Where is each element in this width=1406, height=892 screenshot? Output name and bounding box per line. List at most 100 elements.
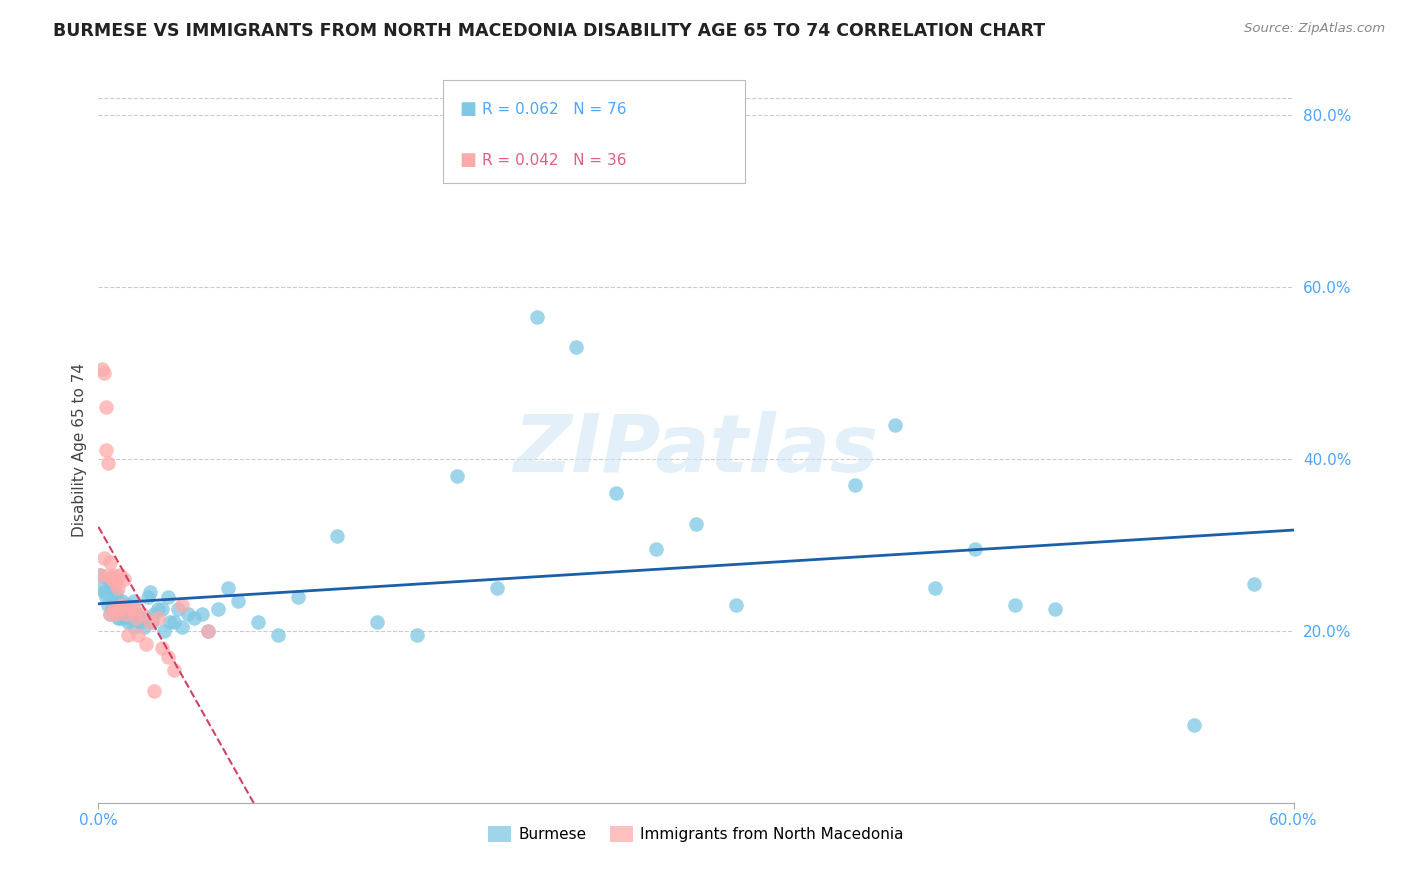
Point (135, 637, 157, 651)
Point (143, 684, 166, 698)
Text: ZIPatlas: ZIPatlas (513, 411, 879, 490)
Point (97, 573, 120, 587)
Point (117, 615, 139, 630)
Point (89, 568, 111, 582)
Point (167, 602, 190, 616)
Point (139, 615, 162, 630)
Point (150, 641, 173, 656)
Point (565, 340, 588, 354)
Point (89, 568, 111, 582)
Point (645, 542, 668, 557)
Point (101, 602, 124, 616)
Point (115, 602, 138, 616)
Point (98, 607, 122, 621)
Point (125, 607, 148, 621)
Point (135, 611, 157, 625)
Point (406, 628, 429, 642)
Point (98, 576, 122, 591)
Text: Source: ZipAtlas.com: Source: ZipAtlas.com (1244, 22, 1385, 36)
Point (163, 615, 186, 630)
Point (115, 607, 138, 621)
Point (111, 594, 134, 608)
Point (1243, 576, 1265, 591)
Point (105, 576, 128, 591)
Point (207, 602, 229, 616)
Point (127, 628, 149, 642)
Point (139, 585, 162, 599)
Point (131, 607, 153, 621)
Point (485, 581, 508, 595)
Point (107, 581, 129, 595)
Text: ■: ■ (460, 100, 477, 118)
Point (131, 611, 153, 625)
Point (117, 598, 139, 612)
Point (107, 594, 129, 608)
Point (191, 607, 214, 621)
Point (963, 542, 986, 557)
Point (124, 620, 146, 634)
Point (120, 602, 142, 616)
Point (105, 602, 128, 616)
Point (105, 607, 128, 621)
Point (105, 585, 128, 599)
Point (366, 615, 388, 630)
Y-axis label: Disability Age 65 to 74: Disability Age 65 to 74 (72, 363, 87, 538)
Point (98, 607, 122, 621)
Point (197, 624, 219, 638)
Point (1004, 598, 1026, 612)
Point (197, 624, 219, 638)
Point (97, 598, 120, 612)
Point (97, 456, 120, 470)
Point (1043, 602, 1066, 616)
Point (143, 607, 166, 621)
Point (120, 607, 142, 621)
Point (107, 611, 129, 625)
Point (124, 594, 146, 608)
Point (267, 628, 290, 642)
Point (110, 598, 132, 612)
Point (605, 486, 627, 500)
Point (121, 611, 143, 625)
Point (172, 598, 194, 612)
Point (148, 602, 170, 616)
Point (924, 581, 946, 595)
Point (112, 611, 135, 625)
Point (326, 529, 349, 543)
Point (159, 615, 181, 630)
Point (157, 649, 180, 664)
Point (93, 585, 115, 599)
Point (110, 611, 132, 625)
Point (96, 401, 118, 415)
Point (172, 620, 194, 634)
Text: R = 0.042   N = 36: R = 0.042 N = 36 (482, 153, 627, 168)
Point (97, 568, 120, 582)
Point (110, 568, 132, 582)
Point (96, 443, 118, 458)
Text: BURMESE VS IMMIGRANTS FROM NORTH MACEDONIA DISABILITY AGE 65 TO 74 CORRELATION C: BURMESE VS IMMIGRANTS FROM NORTH MACEDON… (53, 22, 1046, 40)
Point (136, 590, 159, 604)
Point (1182, 718, 1205, 732)
Point (217, 581, 239, 595)
Point (129, 615, 152, 630)
Point (246, 615, 269, 630)
Point (96, 590, 118, 604)
Point (124, 602, 146, 616)
Point (685, 516, 707, 531)
Point (177, 607, 200, 621)
Point (93, 550, 115, 565)
Point (134, 620, 156, 634)
Point (91, 361, 114, 376)
Point (112, 573, 135, 587)
Point (125, 611, 148, 625)
Point (526, 310, 548, 325)
Point (183, 611, 205, 625)
Point (93, 366, 115, 380)
Point (111, 607, 134, 621)
Point (101, 573, 124, 587)
Point (98, 555, 122, 569)
Point (112, 598, 135, 612)
Point (111, 598, 134, 612)
Point (226, 594, 249, 608)
Point (103, 573, 125, 587)
Point (101, 581, 124, 595)
